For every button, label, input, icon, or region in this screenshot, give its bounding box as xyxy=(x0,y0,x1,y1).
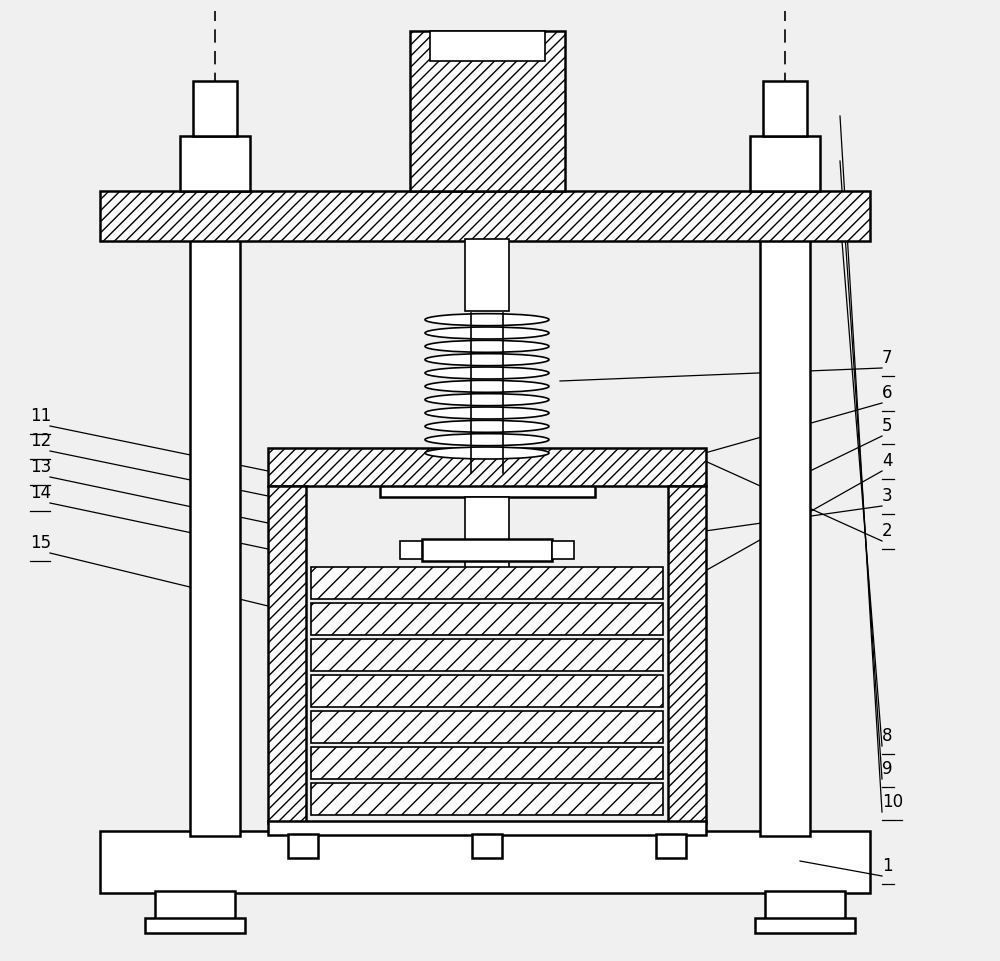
Ellipse shape xyxy=(425,461,549,473)
Bar xyxy=(180,136,250,192)
Text: 2: 2 xyxy=(882,522,893,539)
Bar xyxy=(668,486,706,824)
Bar xyxy=(380,472,595,498)
Bar xyxy=(311,568,663,600)
Bar xyxy=(100,831,870,893)
Text: 1: 1 xyxy=(882,856,893,875)
Ellipse shape xyxy=(425,421,549,432)
Bar xyxy=(765,891,845,921)
Bar xyxy=(760,186,810,836)
Text: 12: 12 xyxy=(30,431,51,450)
Bar xyxy=(100,192,870,242)
Ellipse shape xyxy=(425,355,549,366)
Bar xyxy=(311,640,663,672)
Text: 15: 15 xyxy=(30,533,51,552)
Bar xyxy=(145,918,245,933)
Bar xyxy=(763,82,807,136)
Bar xyxy=(268,821,706,835)
Ellipse shape xyxy=(425,434,549,446)
Bar xyxy=(656,834,686,858)
Bar xyxy=(311,783,663,815)
Text: 10: 10 xyxy=(882,792,903,810)
Bar xyxy=(311,604,663,635)
Bar xyxy=(288,834,318,858)
Text: 4: 4 xyxy=(882,452,893,470)
Ellipse shape xyxy=(425,448,549,459)
Ellipse shape xyxy=(425,368,549,380)
Bar xyxy=(465,498,509,572)
Text: 9: 9 xyxy=(882,759,893,777)
Bar xyxy=(311,748,663,779)
Text: 11: 11 xyxy=(30,407,51,425)
Bar xyxy=(552,541,574,559)
Bar xyxy=(311,711,663,743)
Ellipse shape xyxy=(425,407,549,420)
Bar xyxy=(755,918,855,933)
Ellipse shape xyxy=(425,328,549,339)
Bar xyxy=(190,186,240,836)
Bar xyxy=(410,32,565,192)
Ellipse shape xyxy=(425,314,549,327)
Bar xyxy=(268,486,306,824)
Bar xyxy=(155,891,235,921)
Bar xyxy=(430,32,545,62)
Bar xyxy=(400,541,422,559)
Ellipse shape xyxy=(425,394,549,407)
Bar xyxy=(750,136,820,192)
Ellipse shape xyxy=(425,381,549,393)
Bar xyxy=(465,239,509,311)
Text: 3: 3 xyxy=(882,486,893,505)
Ellipse shape xyxy=(425,341,549,353)
Text: 6: 6 xyxy=(882,383,893,402)
Bar xyxy=(422,539,552,561)
Text: 13: 13 xyxy=(30,457,51,476)
Text: 5: 5 xyxy=(882,416,893,434)
Bar xyxy=(193,82,237,136)
Text: 14: 14 xyxy=(30,483,51,502)
Text: 8: 8 xyxy=(882,727,893,744)
Text: 7: 7 xyxy=(882,349,893,366)
Bar xyxy=(472,834,502,858)
Bar xyxy=(311,676,663,707)
Bar xyxy=(268,449,706,486)
